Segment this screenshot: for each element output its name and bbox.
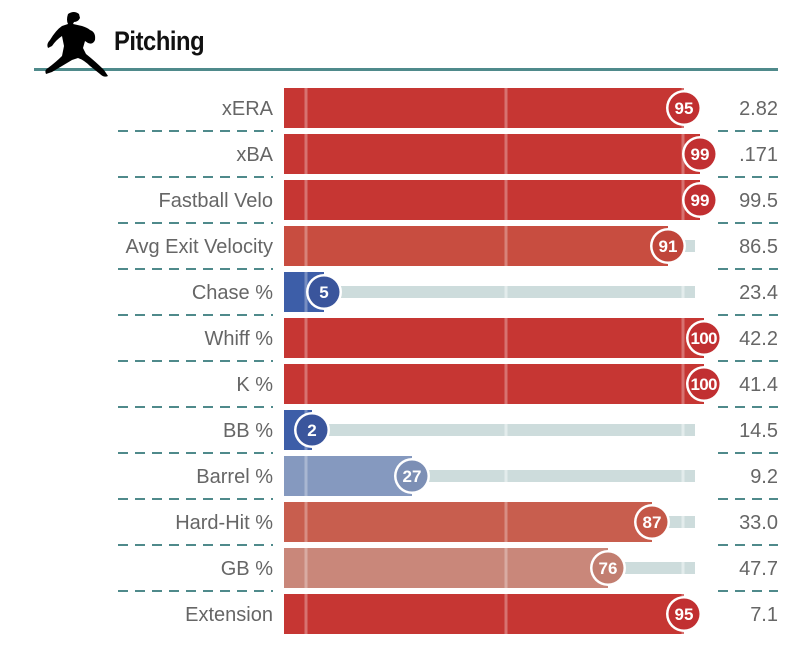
grid-line — [504, 226, 508, 266]
percentile-circle — [592, 552, 624, 584]
percentile-label: 95 — [675, 605, 694, 624]
grid-line — [304, 548, 308, 588]
percentile-bar — [284, 318, 704, 358]
grid-line — [681, 470, 685, 482]
grid-line — [681, 286, 685, 298]
grid-line — [504, 318, 508, 358]
percentile-bar — [284, 364, 704, 404]
grid-line — [304, 318, 308, 358]
percentile-label: 99 — [691, 191, 710, 210]
grid-line — [304, 456, 308, 496]
percentile-bar — [284, 548, 608, 588]
percentile-bar — [284, 502, 652, 542]
grid-line — [504, 88, 508, 128]
percentile-circle — [636, 506, 668, 538]
grid-line — [681, 364, 685, 404]
grid-line — [504, 548, 508, 588]
metric-label: Chase % — [192, 282, 273, 304]
metric-value: 86.5 — [739, 236, 778, 258]
grid-line — [504, 502, 508, 542]
percentile-label: 99 — [691, 145, 710, 164]
percentile-label: 76 — [599, 559, 618, 578]
percentile-circle — [688, 368, 720, 400]
percentile-circle — [652, 230, 684, 262]
percentile-circle — [668, 598, 700, 630]
metric-label: BB % — [223, 420, 273, 442]
percentile-bar — [284, 456, 412, 496]
grid-line — [304, 88, 308, 128]
grid-line — [681, 424, 685, 436]
metric-value: 47.7 — [739, 558, 778, 580]
metric-value: 7.1 — [750, 604, 778, 626]
percentile-circle — [688, 322, 720, 354]
metric-value: 33.0 — [739, 512, 778, 534]
metric-value: 23.4 — [739, 282, 778, 304]
grid-line — [681, 318, 685, 358]
percentile-circle — [396, 460, 428, 492]
grid-line — [304, 180, 308, 220]
metric-label: Extension — [185, 604, 273, 626]
page-title: Pitching — [114, 26, 205, 56]
metric-value: 41.4 — [739, 374, 778, 396]
percentile-bar — [284, 180, 700, 220]
grid-line — [504, 470, 508, 482]
metric-label: Whiff % — [204, 328, 273, 350]
percentile-bar — [284, 134, 700, 174]
percentile-label: 100 — [691, 375, 718, 394]
percentile-label: 27 — [403, 467, 422, 486]
percentile-bar — [284, 594, 684, 634]
metric-label: xBA — [236, 144, 273, 166]
metric-value: 2.82 — [739, 98, 778, 120]
percentile-bar — [284, 88, 684, 128]
percentile-circle — [296, 414, 328, 446]
grid-line — [304, 502, 308, 542]
metric-label: Hard-Hit % — [175, 512, 273, 534]
grid-line — [504, 594, 508, 634]
metric-value: .171 — [739, 144, 778, 166]
percentile-label: 91 — [659, 237, 678, 256]
metric-label: xERA — [222, 98, 274, 120]
percentile-track — [284, 424, 695, 436]
grid-line — [304, 364, 308, 404]
grid-line — [504, 364, 508, 404]
grid-line — [504, 180, 508, 220]
percentile-label: 2 — [307, 421, 316, 440]
metric-label: Fastball Velo — [158, 190, 273, 212]
metric-value: 14.5 — [739, 420, 778, 442]
grid-line — [304, 226, 308, 266]
grid-line — [681, 562, 685, 574]
percentile-label: 100 — [691, 329, 718, 348]
metric-label: Barrel % — [196, 466, 273, 488]
metric-label: GB % — [221, 558, 273, 580]
metric-value: 99.5 — [739, 190, 778, 212]
percentile-label: 87 — [643, 513, 662, 532]
percentile-label: 95 — [675, 99, 694, 118]
percentile-circle — [668, 92, 700, 124]
percentile-circle — [308, 276, 340, 308]
grid-line — [681, 516, 685, 528]
percentile-track — [284, 286, 695, 298]
percentile-circle — [684, 138, 716, 170]
grid-line — [304, 594, 308, 634]
grid-line — [504, 286, 508, 298]
grid-line — [304, 134, 308, 174]
metric-value: 9.2 — [750, 466, 778, 488]
grid-line — [504, 424, 508, 436]
header-rule — [34, 68, 778, 71]
grid-line — [504, 134, 508, 174]
percentile-bar — [284, 226, 668, 266]
percentile-circle — [684, 184, 716, 216]
percentile-label: 5 — [319, 283, 328, 302]
metric-label: K % — [236, 374, 273, 396]
metric-value: 42.2 — [739, 328, 778, 350]
pitcher-silhouette-icon — [45, 12, 108, 77]
metric-label: Avg Exit Velocity — [126, 236, 273, 258]
